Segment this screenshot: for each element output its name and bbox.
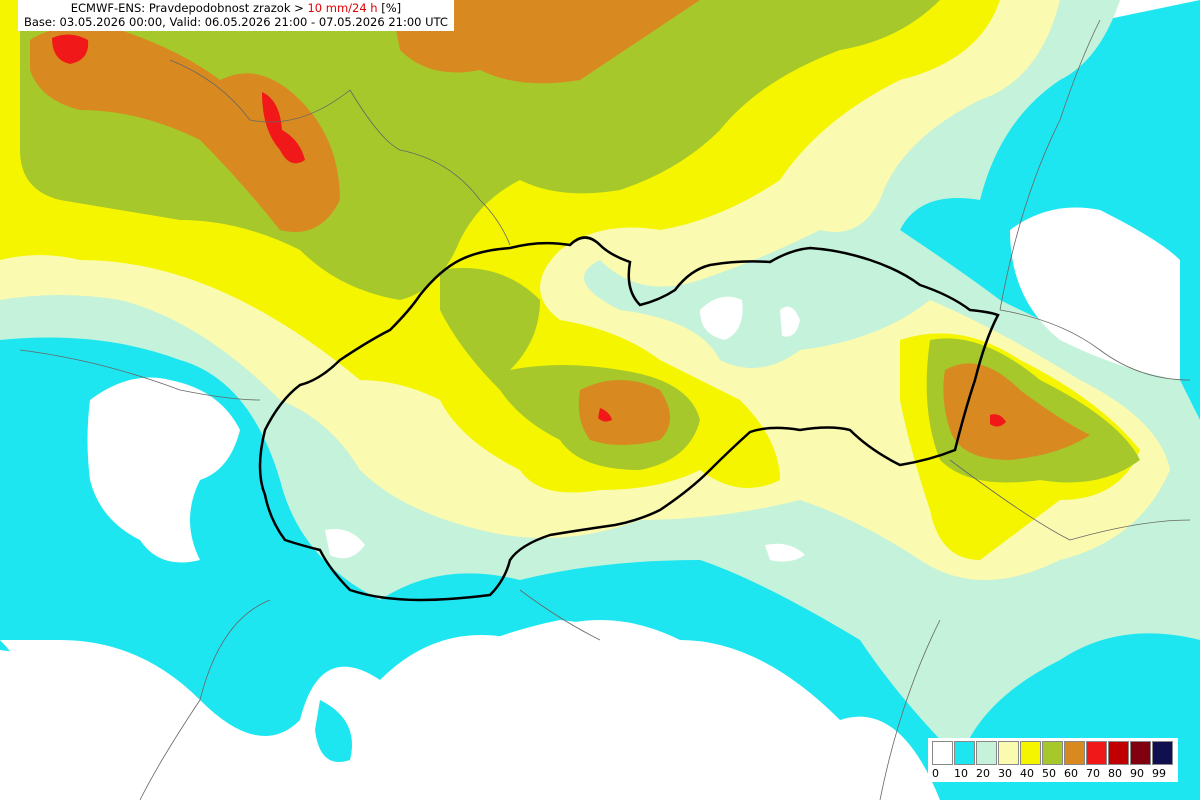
legend-label: 10 [954,767,968,780]
legend-swatch [954,741,975,765]
title-text: ECMWF-ENS: Pravdepodobnost zrazok > [70,1,304,15]
area-60 [30,26,340,232]
legend-label: 90 [1130,767,1144,780]
legend-swatch [976,741,997,765]
area-60 [578,380,670,445]
legend-swatch [932,741,953,765]
legend-label: 20 [976,767,990,780]
slovakia-border [258,236,1000,602]
validity: Base: 03.05.2026 00:00, Valid: 06.05.202… [24,15,448,29]
legend-swatch [998,741,1019,765]
area-60 [390,0,700,84]
title-box: ECMWF-ENS: Pravdepodobnost zrazok > 10 m… [18,0,454,31]
area-0 [87,377,240,563]
legend: 0 10 20 30 40 50 60 70 80 90 99 [928,738,1178,782]
border-line [19,19,1191,800]
legend-label: 80 [1108,767,1122,780]
legend-swatches [932,741,1174,765]
legend-swatch [1064,741,1085,765]
area-60 [943,363,1090,460]
legend-labels: 0 10 20 30 40 50 60 70 80 90 99 [932,767,1174,780]
legend-label: 99 [1152,767,1166,780]
legend-label: 30 [998,767,1012,780]
legend-label: 70 [1086,767,1100,780]
area-0 [0,620,880,800]
legend-swatch [1108,741,1129,765]
legend-label: 40 [1020,767,1034,780]
area-0 [1010,207,1180,380]
legend-swatch [1130,741,1151,765]
legend-swatch [1042,741,1063,765]
title-line: ECMWF-ENS: Pravdepodobnost zrazok > 10 m… [24,1,448,15]
legend-label: 0 [932,767,939,780]
legend-label: 50 [1042,767,1056,780]
unit: [%] [381,1,402,15]
legend-swatch [1152,741,1173,765]
threshold: 10 mm/24 h [307,1,378,15]
legend-swatch [1020,741,1041,765]
legend-label: 60 [1064,767,1078,780]
legend-swatch [1086,741,1107,765]
